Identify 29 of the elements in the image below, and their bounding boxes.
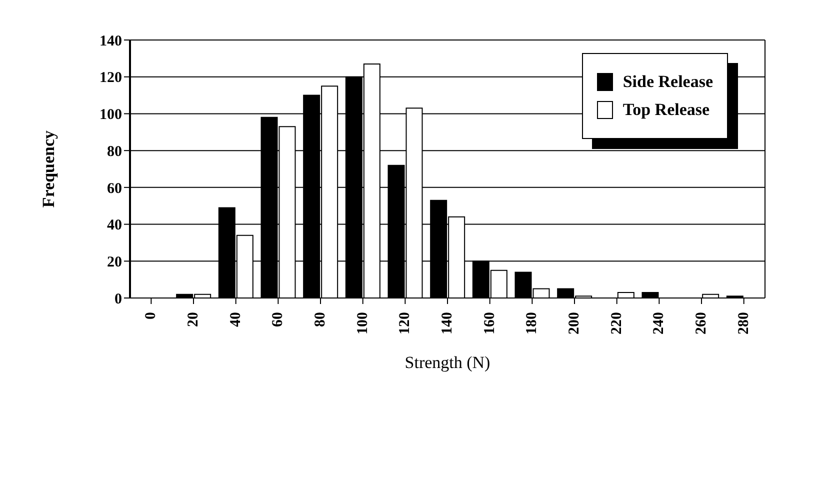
y-tick-label: 120 bbox=[100, 70, 122, 86]
y-tick-label: 140 bbox=[100, 33, 122, 50]
x-tick-label: 0 bbox=[143, 312, 160, 320]
x-tick-label: 200 bbox=[566, 312, 582, 334]
y-tick-label: 100 bbox=[100, 107, 122, 124]
y-tick-label: 80 bbox=[107, 144, 122, 160]
y-tick-label: 0 bbox=[114, 291, 122, 308]
x-tick-label: 120 bbox=[397, 312, 414, 334]
bar bbox=[642, 292, 659, 298]
x-tick-label: 240 bbox=[651, 312, 668, 334]
x-tick-label: 260 bbox=[694, 312, 710, 334]
x-tick-label: 160 bbox=[482, 312, 498, 334]
legend-label: Side Release bbox=[622, 72, 713, 92]
x-tick-label: 140 bbox=[440, 312, 456, 334]
x-tick-label: 100 bbox=[354, 312, 371, 334]
y-tick-label: 20 bbox=[107, 254, 122, 270]
x-tick-label: 60 bbox=[270, 312, 286, 327]
x-tick-label: 20 bbox=[186, 312, 202, 327]
y-tick-label: 40 bbox=[107, 218, 122, 234]
x-axis-title: Strength (N) bbox=[404, 353, 490, 372]
x-tick-label: 80 bbox=[312, 312, 328, 327]
y-tick-label: 60 bbox=[107, 180, 122, 197]
x-tick-label: 280 bbox=[736, 312, 752, 334]
legend-label: Top Release bbox=[622, 100, 710, 120]
bar bbox=[617, 292, 634, 298]
x-tick-label: 40 bbox=[228, 312, 244, 327]
x-tick-label: 220 bbox=[608, 312, 625, 334]
x-tick-label: 180 bbox=[524, 312, 540, 334]
y-axis-title: Frequency bbox=[39, 130, 58, 208]
